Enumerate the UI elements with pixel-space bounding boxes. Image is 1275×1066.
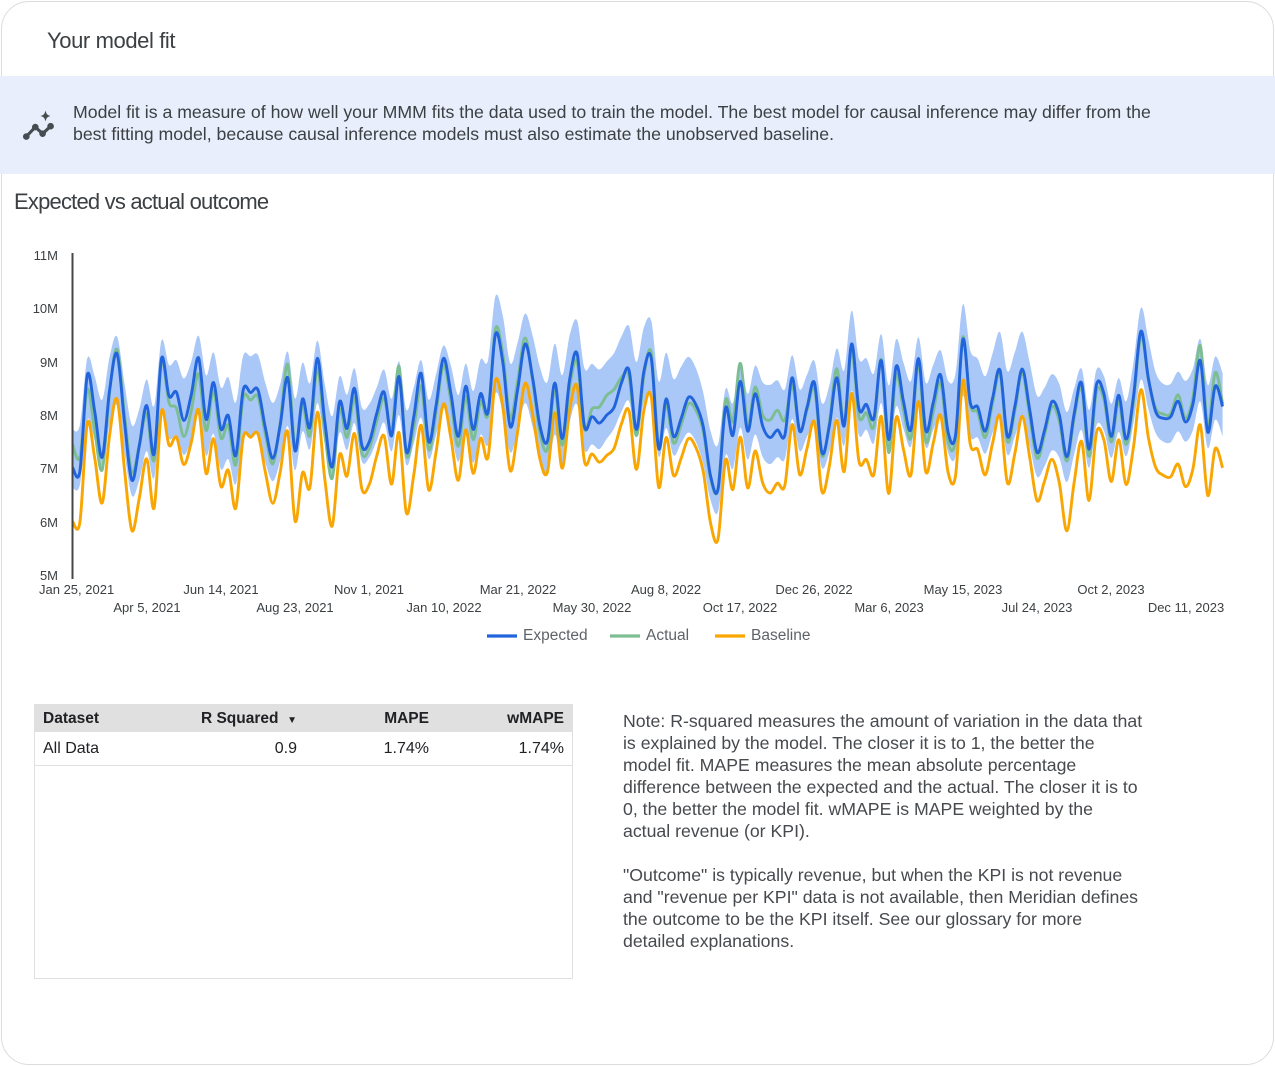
svg-text:Dec 26, 2022: Dec 26, 2022 [775, 582, 852, 597]
svg-text:Aug 8, 2022: Aug 8, 2022 [631, 582, 701, 597]
svg-text:Jun 14, 2021: Jun 14, 2021 [183, 582, 258, 597]
svg-text:Baseline: Baseline [751, 627, 810, 644]
svg-text:Mar 6, 2023: Mar 6, 2023 [854, 600, 923, 615]
svg-text:8M: 8M [40, 408, 58, 423]
svg-text:Dec 11, 2023: Dec 11, 2023 [1148, 600, 1224, 615]
svg-text:10M: 10M [33, 301, 58, 316]
svg-text:5M: 5M [40, 568, 58, 583]
svg-text:7M: 7M [40, 461, 58, 476]
svg-text:Oct 2, 2023: Oct 2, 2023 [1077, 582, 1144, 597]
svg-text:Apr 5, 2021: Apr 5, 2021 [113, 600, 180, 615]
svg-text:Mar 21, 2022: Mar 21, 2022 [480, 582, 557, 597]
svg-text:Oct 17, 2022: Oct 17, 2022 [703, 600, 777, 615]
svg-text:6M: 6M [40, 515, 58, 530]
svg-text:11M: 11M [34, 248, 58, 263]
svg-text:May 15, 2023: May 15, 2023 [924, 582, 1003, 597]
svg-text:Jan 25, 2021: Jan 25, 2021 [39, 582, 114, 597]
svg-text:May 30, 2022: May 30, 2022 [553, 600, 632, 615]
svg-text:Actual: Actual [646, 627, 689, 644]
svg-text:Aug 23, 2021: Aug 23, 2021 [256, 600, 333, 615]
svg-text:Jul 24, 2023: Jul 24, 2023 [1002, 600, 1073, 615]
svg-text:Expected: Expected [523, 627, 588, 644]
svg-text:Jan 10, 2022: Jan 10, 2022 [406, 600, 481, 615]
svg-text:9M: 9M [40, 355, 58, 370]
svg-text:Nov 1, 2021: Nov 1, 2021 [334, 582, 404, 597]
